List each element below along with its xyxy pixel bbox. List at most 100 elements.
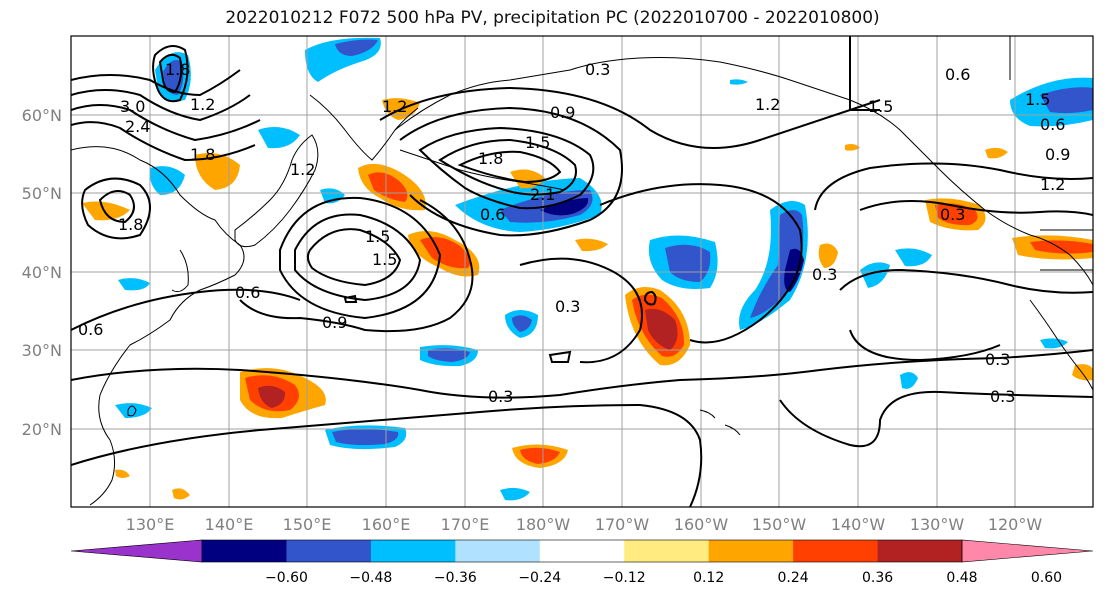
kamchatka-coast <box>309 94 419 161</box>
shade-pos-18 <box>115 469 130 478</box>
hawaii-islands <box>699 409 741 436</box>
contour-label: 0.3 <box>488 387 513 406</box>
colorbar-tick-label: −0.60 <box>265 570 308 586</box>
colorbar-swatch <box>793 540 879 562</box>
lon-label: 160°W <box>674 515 729 534</box>
colorbar-tick-label: −0.24 <box>518 570 561 586</box>
colorbar-swatches <box>70 539 1094 563</box>
contour-label: 0.6 <box>235 283 260 302</box>
shade-pos-6-core <box>1030 240 1093 254</box>
siberia-coast <box>394 69 571 131</box>
shade-neg-3-core <box>540 198 589 216</box>
contour-label: 0.9 <box>322 313 347 332</box>
lat-label: 60°N <box>22 106 62 125</box>
colorbar-tick-label: −0.12 <box>603 570 646 586</box>
contour-label: 0.6 <box>1040 115 1065 134</box>
contour-label: 1.8 <box>165 60 190 79</box>
na-west-coast <box>1029 299 1093 391</box>
shade-pos-2-core <box>645 308 678 350</box>
contour-label: 1.5 <box>868 97 893 116</box>
shade-pos-16 <box>1072 364 1093 381</box>
lon-label: 120°W <box>988 515 1043 534</box>
contour-label: 1.8 <box>478 149 503 168</box>
precip-anomaly-shading <box>82 37 1093 501</box>
contour-label: 2.1 <box>530 185 555 204</box>
map-frame <box>70 35 1094 508</box>
contour-label: 0.6 <box>78 320 103 339</box>
korea-coast <box>171 249 189 293</box>
colorbar-swatch <box>455 540 541 562</box>
contour-label: 0.3 <box>940 205 965 224</box>
lon-label: 170°W <box>595 515 650 534</box>
contour-label: 1.5 <box>365 227 390 246</box>
lat-label: 50°N <box>22 184 62 203</box>
colorbar-swatch <box>286 540 372 562</box>
contour-label: 1.5 <box>372 250 397 269</box>
colorbar-tick-label: 0.12 <box>693 570 724 586</box>
lon-label: 150°W <box>752 515 807 534</box>
shade-neg-10 <box>115 403 152 418</box>
shade-neg-2-core <box>335 39 378 56</box>
contour-label: 0.9 <box>1045 145 1070 164</box>
contour-label: 1.8 <box>190 145 215 164</box>
colorbar-swatch <box>202 540 287 562</box>
contour-label: 0.6 <box>480 205 505 224</box>
coastlines <box>71 36 1093 506</box>
longitude-labels: 130°E 140°E 150°E 160°E 170°E 180°W 170°… <box>126 515 1043 534</box>
shade-neg-8-core <box>428 348 470 362</box>
colorbar-frame <box>201 539 963 563</box>
shade-neg-17 <box>500 487 530 501</box>
lon-label: 140°E <box>205 515 254 534</box>
colorbar-swatch <box>708 540 794 562</box>
colorbar-tick-label: 0.48 <box>946 570 977 586</box>
colorbar-tick-label: −0.36 <box>434 570 477 586</box>
shade-pos-7-core <box>520 447 560 464</box>
latitude-labels: 60°N 50°N 40°N 30°N 20°N <box>22 106 62 439</box>
contour-label: 0.3 <box>990 387 1015 406</box>
lon-label: 180°W <box>516 515 571 534</box>
colorbar-tick-label: 0.24 <box>778 570 809 586</box>
shade-neg-14 <box>895 248 932 267</box>
shade-neg-9-core <box>512 315 532 332</box>
colorbar-swatch <box>539 540 625 562</box>
colorbar-extension-low <box>70 539 203 563</box>
contour-label: 2.4 <box>125 117 150 136</box>
lon-label: 140°W <box>831 515 886 534</box>
taiwan <box>127 405 137 417</box>
shade-neg-11 <box>149 166 185 195</box>
colorbar-tick-label: −0.48 <box>349 570 392 586</box>
lon-label: 160°E <box>362 515 411 534</box>
lat-label: 40°N <box>22 263 62 282</box>
shade-pos-17 <box>845 144 860 151</box>
contour-label: 1.5 <box>1025 90 1050 109</box>
colorbar-extension-high <box>961 539 1094 563</box>
colorbar-tick-label: 0.36 <box>862 570 893 586</box>
shade-neg-7-core <box>332 429 399 446</box>
shade-neg-5-core <box>784 248 804 292</box>
colorbar-ticks: −0.60 −0.48 −0.36 −0.24 −0.12 0.12 0.24 0.36 0.4… <box>265 570 1062 586</box>
colorbar-swatch <box>370 540 456 562</box>
contour-label: 1.5 <box>525 133 550 152</box>
contour-label: 0.3 <box>585 60 610 79</box>
contour-label: 1.2 <box>382 97 407 116</box>
lon-label: 130°W <box>910 515 965 534</box>
lon-label: 150°E <box>283 515 332 534</box>
colorbar: −0.60 −0.48 −0.36 −0.24 −0.12 0.12 0.24 0.36 0.4… <box>70 539 1094 586</box>
shade-pos-4-core <box>368 172 408 202</box>
shade-pos-12 <box>575 238 608 252</box>
shade-pos-15 <box>985 147 1008 159</box>
contour-labels: 3.0 2.4 1.8 1.2 1.2 1.8 1.5 0.6 0.6 0.9 … <box>78 60 1070 406</box>
contour-label: 0.9 <box>550 103 575 122</box>
contour-label: 1.2 <box>1040 175 1065 194</box>
pv-contours <box>71 36 1093 507</box>
colorbar-swatch <box>624 540 710 562</box>
contour-label: 0.6 <box>945 65 970 84</box>
asia-coast <box>71 146 245 506</box>
contour-label: 1.2 <box>755 95 780 114</box>
contour-label: 1.2 <box>190 95 215 114</box>
alaska-coast <box>569 57 1093 286</box>
shade-neg-5-mid <box>750 210 804 318</box>
contour-label: 3.0 <box>120 97 145 116</box>
shade-pos-3-core <box>420 237 471 269</box>
shade-pos-9 <box>82 201 130 221</box>
